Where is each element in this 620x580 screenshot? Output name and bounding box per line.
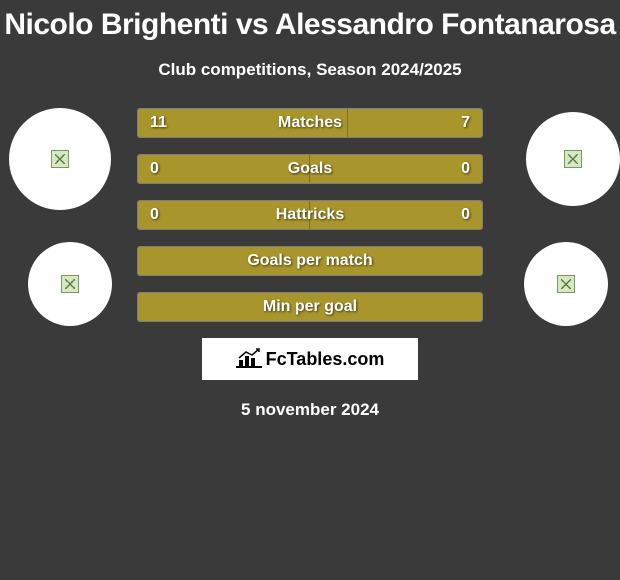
chart-title: Nicolo Brighenti vs Alessandro Fontanaro… xyxy=(0,0,620,42)
stat-right-value: 0 xyxy=(461,201,470,229)
stat-bars: 11 7 Matches 0 0 Goals 0 0 Hattricks xyxy=(137,108,483,322)
club-left-logo xyxy=(28,242,112,326)
chart-icon xyxy=(236,348,262,370)
chart-subtitle: Club competitions, Season 2024/2025 xyxy=(0,60,620,80)
stat-left-value: 0 xyxy=(150,201,159,229)
player-right-photo xyxy=(526,112,620,206)
stat-right-value: 7 xyxy=(461,109,470,137)
stat-row-min-per-goal: Min per goal xyxy=(137,292,483,322)
comparison-chart: Nicolo Brighenti vs Alessandro Fontanaro… xyxy=(0,0,620,580)
chart-area: 11 7 Matches 0 0 Goals 0 0 Hattricks xyxy=(0,108,620,420)
attribution-banner: FcTables.com xyxy=(202,338,418,380)
stat-row-goals: 0 0 Goals xyxy=(137,154,483,184)
stat-row-hattricks: 0 0 Hattricks xyxy=(137,200,483,230)
stat-left-value: 0 xyxy=(150,155,159,183)
chart-date: 5 november 2024 xyxy=(0,400,620,420)
stat-row-matches: 11 7 Matches xyxy=(137,108,483,138)
broken-image-icon xyxy=(564,150,582,168)
attribution-text: FcTables.com xyxy=(266,349,385,370)
bar-fill-left xyxy=(138,109,348,137)
bar-fill-left xyxy=(138,155,310,183)
stat-right-value: 0 xyxy=(461,155,470,183)
bar-fill-right xyxy=(310,201,482,229)
broken-image-icon xyxy=(51,150,69,168)
stat-left-value: 11 xyxy=(150,109,167,137)
bar-fill-right xyxy=(310,155,482,183)
stat-row-goals-per-match: Goals per match xyxy=(137,246,483,276)
player-left-photo xyxy=(9,108,111,210)
club-right-logo xyxy=(524,242,608,326)
bar-fill-left xyxy=(138,201,310,229)
broken-image-icon xyxy=(557,275,575,293)
broken-image-icon xyxy=(61,275,79,293)
bar-fill-left xyxy=(138,247,482,275)
bar-fill-left xyxy=(138,293,482,321)
